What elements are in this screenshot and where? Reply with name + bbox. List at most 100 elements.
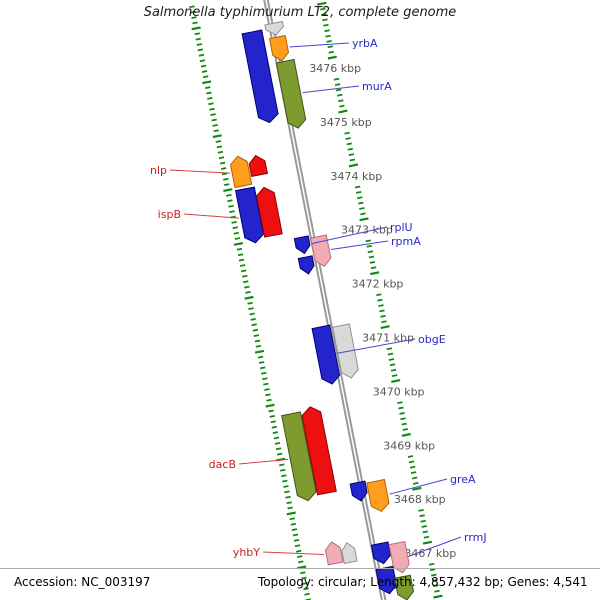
ruler-tick — [365, 239, 371, 243]
ruler-tick — [259, 366, 266, 370]
ruler-tick — [320, 7, 326, 11]
ruler-tick — [359, 207, 365, 210]
gene-arrow[interactable] — [297, 255, 315, 275]
gene-arrow-obgE[interactable] — [311, 324, 341, 385]
ruler-tick — [407, 455, 414, 458]
gene-label-nlp[interactable]: nlp — [150, 164, 167, 177]
gene-arrow-murA[interactable] — [275, 58, 307, 129]
ruler-tick — [401, 422, 407, 426]
gene-leader-line — [289, 42, 350, 48]
ruler-tick — [369, 261, 376, 264]
ruler-tick — [201, 70, 208, 73]
ruler-label: 3476 kbp — [309, 62, 361, 75]
gene-arrow[interactable] — [370, 541, 392, 565]
ruler-tick — [402, 428, 408, 431]
gene-label-rplU[interactable]: rplU — [390, 221, 413, 234]
gene-arrow[interactable] — [301, 406, 337, 496]
ruler-label-bg — [306, 60, 355, 75]
ruler-tick — [280, 468, 286, 472]
ruler-label-bg — [380, 437, 429, 453]
ruler-tick — [194, 32, 200, 36]
ruler-tick — [433, 594, 443, 599]
accession-text: Accession: NC_003197 — [14, 575, 151, 589]
ruler-label: 3472 kbp — [352, 278, 404, 291]
gene-arrow[interactable] — [349, 480, 368, 502]
ruler-tick — [289, 517, 295, 521]
ruler-tick — [252, 328, 259, 332]
ruler-tick — [279, 463, 285, 467]
ruler-tick — [421, 525, 427, 528]
ruler-tick — [217, 150, 224, 154]
ruler-tick — [293, 539, 300, 542]
gene-arrow-greA[interactable] — [366, 478, 390, 513]
gene-label-ispB[interactable]: ispB — [158, 208, 181, 221]
gene-arrow[interactable] — [341, 542, 358, 565]
ruler-tick — [249, 312, 255, 316]
gene-arrow-yrbA[interactable] — [268, 34, 290, 62]
gene-arrow[interactable] — [394, 574, 415, 600]
ruler-tick — [300, 571, 306, 575]
gene-arrow-nlp[interactable] — [229, 155, 253, 189]
gene-leader-line — [262, 551, 325, 555]
ruler-tick — [210, 113, 216, 116]
ruler-tick — [388, 358, 395, 361]
ruler-tick — [370, 266, 377, 270]
ruler-tick — [233, 242, 244, 246]
gene-arrow-yhbY[interactable] — [324, 541, 344, 566]
ruler-tick — [434, 589, 440, 593]
ruler-tick — [390, 368, 397, 372]
gene-arrow[interactable] — [332, 323, 359, 379]
ruler-tick — [301, 576, 307, 580]
gene-label-obgE[interactable]: obgE — [418, 333, 446, 346]
ruler-tick — [386, 347, 393, 351]
ruler-tick — [244, 295, 254, 300]
ruler-tick — [227, 199, 233, 203]
ruler-tick — [282, 479, 288, 483]
gene-leader-line — [302, 85, 360, 94]
ruler-tick — [389, 363, 396, 367]
gene-arrow-rplU[interactable] — [293, 235, 311, 255]
gene-label-murA[interactable]: murA — [362, 80, 392, 93]
gene-label-dacB[interactable]: dacB — [209, 458, 236, 471]
gene-leader-line — [409, 536, 462, 557]
ruler-tick — [356, 191, 362, 194]
ruler-tick — [423, 535, 430, 539]
ruler-tick — [198, 53, 205, 57]
ruler-tick — [345, 137, 351, 140]
ruler-label-bg — [369, 383, 418, 399]
gene-label-yhbY[interactable]: yhbY — [233, 546, 260, 559]
ruler-tick — [229, 210, 235, 213]
gene-arrow[interactable] — [255, 186, 283, 238]
ruler-tick — [273, 436, 280, 440]
ruler-tick — [189, 5, 195, 9]
ruler-tick — [333, 77, 340, 81]
gene-arrow-dacB[interactable] — [281, 411, 317, 502]
ruler-tick — [346, 142, 352, 146]
ruler-tick — [408, 460, 415, 464]
ruler-tick — [231, 221, 237, 224]
ruler-label-bg — [348, 275, 397, 291]
ruler-tick — [200, 64, 207, 68]
ruler-tick — [429, 568, 436, 572]
ruler-tick — [270, 420, 276, 424]
gene-label-rpmA[interactable]: rpmA — [391, 235, 421, 248]
gene-arrow[interactable] — [248, 154, 268, 177]
ruler-tick — [192, 21, 198, 25]
ruler-tick — [265, 403, 275, 408]
ruler-tick — [287, 506, 293, 510]
gene-label-greA[interactable]: greA — [450, 473, 476, 486]
gene-arrow[interactable] — [264, 20, 284, 36]
gene-arrow-rrmJ[interactable] — [388, 541, 410, 574]
gene-leader-line — [311, 226, 388, 245]
gene-label-yrbA[interactable]: yrbA — [352, 37, 378, 50]
ruler-tick — [251, 323, 257, 327]
gene-arrow[interactable] — [241, 29, 279, 124]
ruler-tick — [255, 344, 262, 348]
ruler-tick — [205, 86, 211, 89]
ruler-tick — [216, 145, 223, 149]
ruler-tick — [422, 540, 433, 545]
ruler-tick — [317, 1, 327, 6]
gene-label-rrmJ[interactable]: rrmJ — [464, 531, 487, 544]
ruler-tick — [391, 374, 398, 377]
